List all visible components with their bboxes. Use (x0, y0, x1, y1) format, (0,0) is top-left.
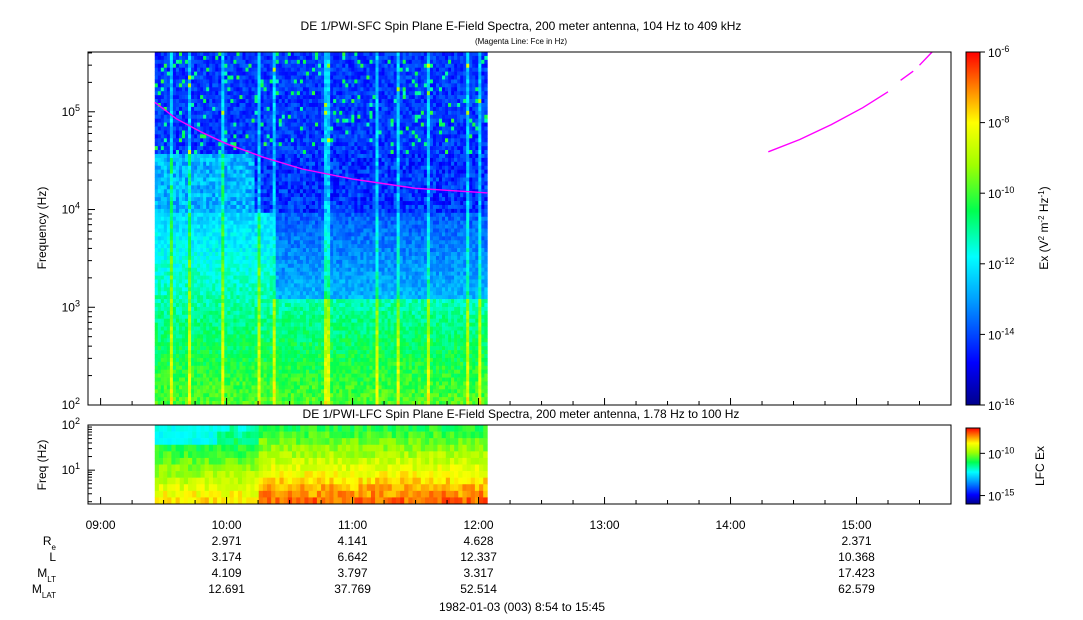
x-tick-label-5: 14:00 (716, 518, 746, 532)
sfc-colorbar-tick-label-0: 10-6 (988, 44, 1009, 60)
sfc-colorbar-tick-label-2: 10-10 (988, 185, 1014, 201)
x-tick-label-4: 13:00 (590, 518, 620, 532)
x-tick-label-2: 11:00 (338, 518, 367, 532)
lfc-colorbar-tick-label-0: 10-10 (988, 445, 1014, 461)
ephemeris-value-1-0: 4.141 (338, 534, 368, 548)
ephemeris-value-0-3: 12.691 (208, 582, 245, 596)
ephemeris-row-label-0: Re (43, 534, 57, 552)
lfc-colorbar-label: LFC Ex (1033, 446, 1047, 486)
ephemeris-row-label-1: L (49, 550, 56, 564)
ephemeris-value-2-2: 3.317 (464, 566, 494, 580)
ephemeris-value-0-2: 4.109 (212, 566, 242, 580)
ephemeris-value-2-3: 52.514 (460, 582, 497, 596)
sfc-title: DE 1/PWI-SFC Spin Plane E-Field Spectra,… (301, 19, 742, 33)
sfc-y-tick-label-0: 102 (62, 396, 80, 412)
lfc-colorbar-tick-label-1: 10-15 (988, 488, 1014, 504)
ephemeris-value-2-0: 4.628 (464, 534, 494, 548)
lfc-colorbar-ticks: 10-10 10-15 (980, 445, 1014, 504)
x-tick-label-1: 10:00 (212, 518, 242, 532)
lfc-colorbar (965, 427, 981, 505)
sfc-subtitle: (Magenta Line: Fce in Hz) (475, 37, 567, 46)
ephemeris-row-label-3: MLAT (32, 582, 56, 600)
x-tick-label-6: 15:00 (841, 518, 871, 532)
sfc-y-tick-label-2: 104 (62, 201, 80, 217)
lfc-y-tick-label-1: 101 (62, 461, 80, 477)
ephemeris-value-2-1: 12.337 (460, 550, 497, 564)
ephemeris-value-3-3: 62.579 (838, 582, 875, 596)
x-tick-label-3: 12:00 (464, 518, 494, 532)
sfc-frame (87, 51, 952, 406)
sfc-spectrogram (154, 52, 488, 406)
lfc-spectrogram (154, 425, 488, 505)
x-axis: 09:00 10:00 11:00 12:00 13:00 14:00 15:00 (86, 398, 952, 532)
fce-line-segment-0 (154, 101, 488, 194)
lfc-y-axis-label: Freq (Hz) (35, 440, 49, 491)
ephemeris-value-3-2: 17.423 (838, 566, 875, 580)
sfc-colorbar-tick-label-1: 10-8 (988, 115, 1009, 131)
fce-line-segment-2 (900, 70, 914, 81)
ephemeris-value-1-3: 37.769 (334, 582, 371, 596)
fce-line-segment-3 (918, 51, 933, 66)
sfc-y-tick-label-1: 103 (62, 298, 80, 314)
sfc-colorbar-tick-label-5: 10-16 (988, 397, 1014, 413)
footer-time-range: 1982-01-03 (003) 8:54 to 15:45 (439, 600, 605, 614)
lfc-frame (87, 424, 952, 505)
sfc-y-ticks: 102 103 104 105 (62, 52, 95, 412)
ephemeris-value-1-1: 6.642 (338, 550, 368, 564)
ephemeris-value-0-0: 2.971 (212, 534, 242, 548)
sfc-colorbar (965, 51, 981, 406)
ephemeris-value-0-1: 3.174 (212, 550, 242, 564)
ephemeris-value-3-1: 10.368 (838, 550, 875, 564)
ephemeris-row-label-2: MLT (37, 566, 56, 584)
sfc-y-tick-label-3: 105 (62, 103, 80, 119)
sfc-colorbar-tick-label-3: 10-12 (988, 256, 1014, 272)
fce-line (154, 51, 933, 194)
sfc-colorbar-ticks: 10-6 10-8 10-10 10-12 10-14 10-16 (980, 44, 1014, 413)
sfc-y-axis-label: Frequency (Hz) (35, 187, 49, 270)
ephemeris-value-3-0: 2.371 (841, 534, 871, 548)
lfc-y-tick-label-0: 102 (62, 416, 80, 432)
ephemeris-value-1-2: 3.797 (338, 566, 368, 580)
x-tick-label-0: 09:00 (86, 518, 116, 532)
fce-line-segment-1 (768, 91, 889, 153)
sfc-colorbar-tick-label-4: 10-14 (988, 326, 1014, 342)
lfc-y-ticks: 102 101 (62, 416, 95, 503)
lfc-title: DE 1/PWI-LFC Spin Plane E-Field Spectra,… (303, 407, 740, 421)
sfc-colorbar-label: Ex (V2 m-2 Hz-1) (1037, 186, 1052, 269)
